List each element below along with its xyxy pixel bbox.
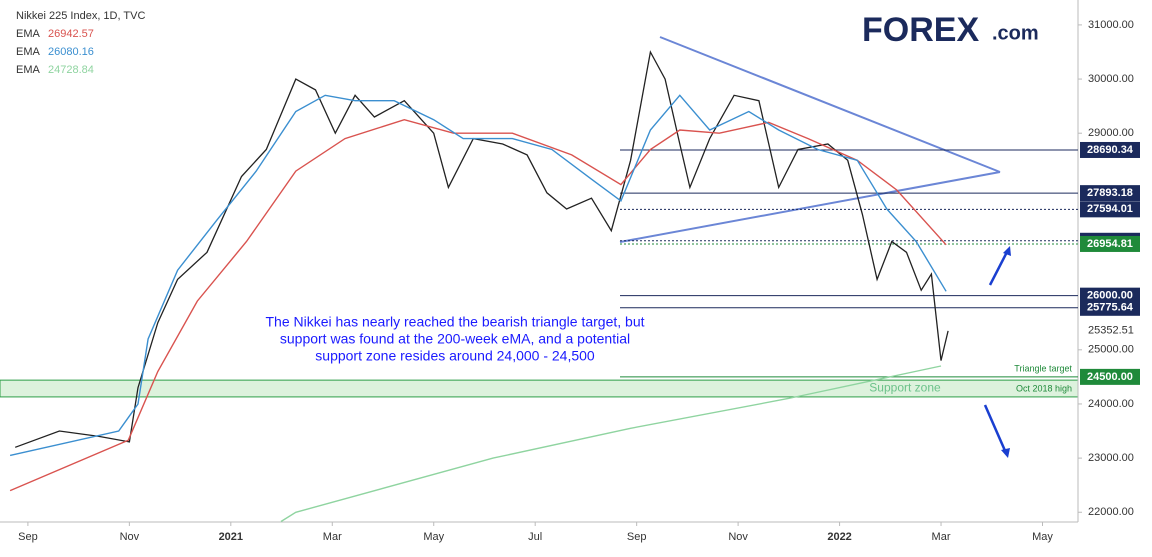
y-tick-label: 31000.00 bbox=[1088, 19, 1134, 31]
last-price-label: 25352.51 bbox=[1088, 325, 1134, 337]
annotation: support was found at the 200-week eMA, a… bbox=[280, 331, 630, 347]
arrow-up bbox=[988, 249, 1010, 286]
triangle-lower bbox=[619, 171, 1001, 243]
legend-value: 24728.84 bbox=[48, 64, 94, 76]
x-tick-label: Sep bbox=[627, 531, 647, 543]
x-tick-label: May bbox=[1032, 531, 1053, 543]
level-label: 27893.18 bbox=[1087, 187, 1133, 199]
support-zone-label: Support zone bbox=[869, 381, 941, 395]
level-box bbox=[1080, 185, 1140, 202]
ema-line bbox=[9, 94, 947, 457]
legend-name: EMA bbox=[16, 64, 41, 76]
arrow-down-head bbox=[1001, 448, 1010, 458]
x-tick-label: Mar bbox=[932, 531, 951, 543]
price-line bbox=[14, 50, 949, 448]
level-box bbox=[1080, 141, 1140, 158]
level-box bbox=[1080, 235, 1140, 252]
oct-2018-label: Oct 2018 high bbox=[1016, 383, 1072, 393]
level-label: 25775.64 bbox=[1087, 302, 1134, 314]
ema-line bbox=[280, 365, 942, 523]
arrow-down bbox=[983, 404, 1008, 454]
level-box bbox=[1080, 368, 1140, 385]
level-box bbox=[1080, 287, 1140, 304]
x-tick-label: Nov bbox=[728, 531, 748, 543]
y-tick-label: 30000.00 bbox=[1088, 73, 1134, 85]
legend-name: EMA bbox=[16, 28, 41, 40]
y-tick-label: 29000.00 bbox=[1088, 127, 1134, 139]
x-tick-label: Sep bbox=[18, 531, 38, 543]
legend-value: 26080.16 bbox=[48, 46, 94, 58]
triangle-target-label: Triangle target bbox=[1014, 363, 1072, 373]
x-tick-label: Mar bbox=[323, 531, 342, 543]
y-tick-label: 25000.00 bbox=[1088, 344, 1134, 356]
logo-suffix: .com bbox=[992, 22, 1039, 44]
y-tick-label: 23000.00 bbox=[1088, 452, 1134, 464]
level-label: 24500.00 bbox=[1087, 371, 1133, 383]
x-tick-label: Jul bbox=[528, 531, 542, 543]
x-tick-label: 2022 bbox=[827, 531, 851, 543]
level-label: 26000.00 bbox=[1087, 290, 1133, 302]
level-label: 26954.81 bbox=[1087, 238, 1133, 250]
y-tick-label: 22000.00 bbox=[1088, 506, 1134, 518]
x-tick-label: Nov bbox=[120, 531, 140, 543]
legend-value: 26942.57 bbox=[48, 28, 94, 40]
zone-layer: Support zone bbox=[0, 379, 1079, 398]
level-label: 28690.34 bbox=[1087, 144, 1134, 156]
x-tick-label: May bbox=[423, 531, 444, 543]
y-tick-label: 24000.00 bbox=[1088, 398, 1134, 410]
annotation: support zone resides around 24,000 - 24,… bbox=[315, 348, 595, 364]
chart-title: Nikkei 225 Index, 1D, TVC bbox=[16, 10, 145, 22]
arrow-up-head bbox=[1003, 246, 1011, 256]
annotation: The Nikkei has nearly reached the bearis… bbox=[266, 314, 645, 330]
level-box bbox=[1080, 299, 1140, 316]
legend-name: EMA bbox=[16, 46, 41, 58]
ema-line bbox=[9, 118, 947, 492]
level-box bbox=[1080, 201, 1140, 218]
level-label: 27594.01 bbox=[1087, 203, 1133, 215]
logo: FOREX bbox=[862, 11, 979, 49]
x-tick-label: 2021 bbox=[219, 531, 243, 543]
